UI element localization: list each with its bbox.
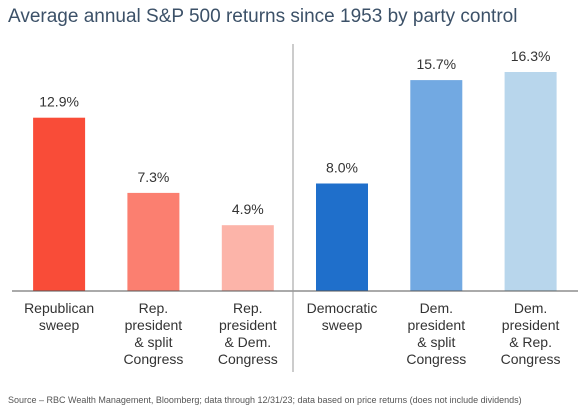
bar-4 — [410, 80, 463, 291]
value-label-5: 16.3% — [511, 48, 551, 64]
category-label-2-line-0: Rep. — [233, 300, 263, 316]
category-label-4-line-3: Congress — [406, 351, 466, 367]
category-label-5-line-2: & Rep. — [509, 334, 552, 350]
value-label-0: 12.9% — [39, 94, 79, 110]
bars-layer — [33, 72, 557, 291]
bar-1 — [127, 192, 180, 291]
value-label-3: 8.0% — [326, 160, 358, 176]
category-label-1-line-0: Rep. — [139, 300, 169, 316]
category-label-0-line-1: sweep — [39, 317, 80, 333]
category-label-2-line-1: president — [219, 317, 277, 333]
category-label-4-line-1: president — [408, 317, 466, 333]
category-label-1-line-2: & split — [134, 334, 172, 350]
category-label-2-line-2: & Dem. — [224, 334, 271, 350]
category-label-4-line-2: & split — [417, 334, 455, 350]
bar-3 — [316, 183, 368, 291]
category-label-4-line-0: Dem. — [420, 300, 453, 316]
category-label-5-line-1: president — [502, 317, 560, 333]
value-label-4: 15.7% — [416, 56, 456, 72]
source-note: Source – RBC Wealth Management, Bloomber… — [8, 395, 522, 405]
bar-chart: 12.9%7.3%4.9%8.0%15.7%16.3% Republican sw… — [12, 44, 578, 372]
chart-title: Average annual S&P 500 returns since 195… — [8, 6, 518, 27]
bar-2 — [221, 225, 274, 291]
value-label-1: 7.3% — [137, 169, 169, 185]
category-label-2-line-3: Congress — [218, 351, 278, 367]
category-label-1: Rep. president & split Congress — [123, 300, 183, 367]
category-label-0: Republican sweep — [24, 300, 94, 333]
category-label-0-line-0: Republican — [24, 300, 94, 316]
value-labels-layer: 12.9% 7.3% 4.9% 8.0% 15.7% 16.3% — [39, 48, 550, 217]
category-label-1-line-3: Congress — [123, 351, 183, 367]
value-label-2: 4.9% — [232, 201, 264, 217]
category-label-3: Democratic sweep — [307, 300, 378, 333]
category-label-3-line-0: Democratic — [307, 300, 378, 316]
bar-0 — [33, 117, 86, 291]
category-label-5-line-3: Congress — [501, 351, 561, 367]
category-label-4: Dem. president & split Congress — [406, 300, 466, 367]
category-label-3-line-1: sweep — [322, 317, 363, 333]
category-label-1-line-1: president — [125, 317, 183, 333]
category-label-5-line-0: Dem. — [514, 300, 547, 316]
bar-5 — [504, 72, 557, 291]
category-label-2: Rep. president & Dem. Congress — [218, 300, 278, 367]
category-label-5: Dem. president & Rep. Congress — [501, 300, 561, 367]
